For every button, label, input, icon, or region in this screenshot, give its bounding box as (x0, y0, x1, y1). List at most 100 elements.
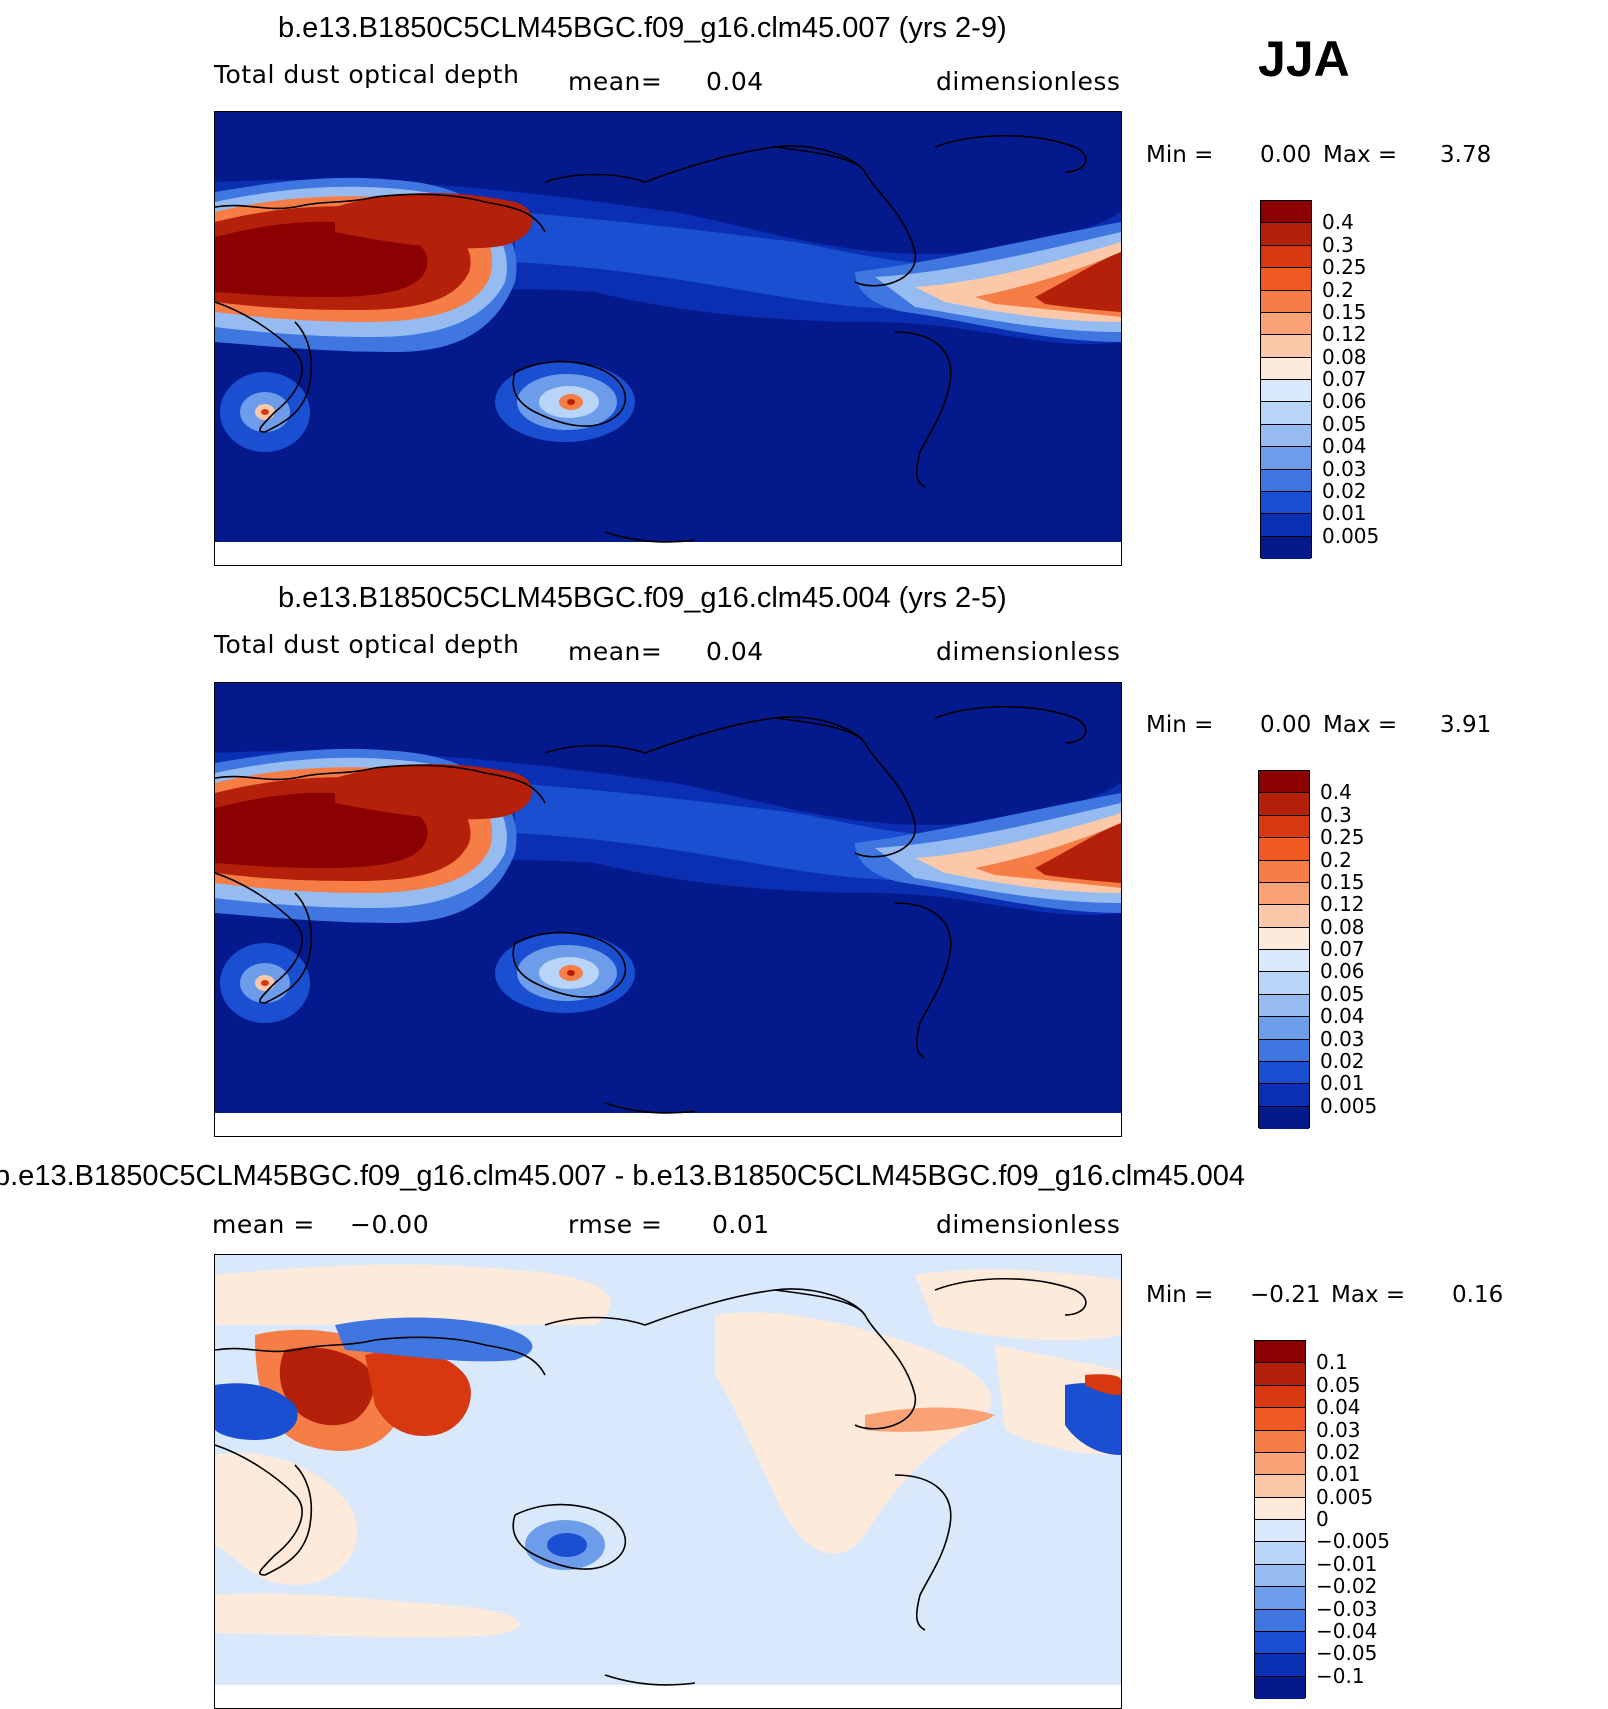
colorbar-swatch (1255, 1631, 1305, 1655)
panel1-max-value: 3.78 (1440, 142, 1492, 168)
colorbar-label: 0.01 (1322, 501, 1367, 526)
colorbar-swatch (1261, 335, 1311, 358)
colorbar-label: 0.02 (1316, 1439, 1361, 1464)
colorbar-swatch (1261, 357, 1311, 380)
season-label: JJA (1258, 31, 1350, 87)
colorbar-swatch (1255, 1363, 1305, 1386)
panel3-max-label: Max = (1331, 1282, 1406, 1308)
colorbar-swatch (1259, 972, 1309, 995)
colorbar-label: 0.25 (1320, 825, 1365, 850)
colorbar-swatch (1259, 950, 1309, 973)
panel3-colorbar-labels: 0.1 0.05 0.04 0.03 0.02 0.01 0.005 0 −0.005 −0.01… (1316, 1340, 1406, 1698)
colorbar-swatch (1255, 1408, 1305, 1431)
colorbar-label: −0.03 (1316, 1596, 1378, 1621)
colorbar-label: 0.1 (1316, 1350, 1348, 1375)
colorbar-swatch (1261, 201, 1311, 224)
panel2-colorbar (1258, 770, 1310, 1129)
panel1-colorbar (1260, 200, 1312, 559)
colorbar-label: 0.02 (1322, 478, 1367, 503)
colorbar-label: 0.07 (1322, 367, 1367, 391)
panel3-rmse-label: rmse = (568, 1210, 663, 1239)
colorbar-swatch (1261, 223, 1311, 246)
panel1-map (214, 111, 1122, 566)
colorbar-swatch (1255, 1385, 1305, 1409)
colorbar-label: −0.1 (1316, 1663, 1365, 1688)
panel1-min-label: Min = (1146, 142, 1214, 168)
panel3-mean-label: mean = (212, 1210, 315, 1239)
colorbar-swatch (1261, 514, 1311, 537)
colorbar-label: 0 (1316, 1507, 1329, 1531)
panel2-max-value: 3.91 (1440, 712, 1492, 738)
colorbar-label: 0.01 (1320, 1071, 1365, 1096)
colorbar-label: −0.02 (1316, 1574, 1378, 1599)
panel2-units: dimensionless (936, 637, 1121, 666)
colorbar-swatch (1255, 1497, 1305, 1520)
colorbar-swatch (1259, 771, 1309, 794)
colorbar-swatch (1259, 860, 1309, 883)
colorbar-swatch (1261, 268, 1311, 291)
colorbar-label: 0.2 (1322, 277, 1354, 302)
colorbar-swatch (1255, 1430, 1305, 1453)
colorbar-label: 0.4 (1322, 210, 1354, 235)
colorbar-swatch (1261, 312, 1311, 336)
colorbar-label: 0.01 (1316, 1462, 1361, 1487)
panel1-variable: Total dust optical depth (214, 60, 520, 89)
panel1-mean-value: 0.04 (706, 67, 764, 96)
colorbar-label: 0.06 (1320, 959, 1365, 984)
colorbar-label: 0.15 (1320, 869, 1365, 894)
colorbar-label: 0.04 (1320, 1004, 1365, 1029)
colorbar-label: 0.02 (1320, 1048, 1365, 1073)
colorbar-label: 0.08 (1322, 344, 1367, 369)
colorbar-swatch (1255, 1654, 1305, 1677)
colorbar-swatch (1259, 838, 1309, 861)
colorbar-swatch (1259, 793, 1309, 816)
panel3-colorbar (1254, 1340, 1306, 1699)
colorbar-label: 0.005 (1320, 1093, 1378, 1118)
panel3-mean-value: −0.00 (350, 1210, 430, 1239)
colorbar-swatch (1261, 290, 1311, 313)
colorbar-swatch (1255, 1564, 1305, 1588)
colorbar-label: 0.03 (1320, 1026, 1365, 1051)
colorbar-swatch (1261, 402, 1311, 425)
panel3-min-label: Min = (1146, 1282, 1214, 1308)
colorbar-swatch (1259, 905, 1309, 928)
colorbar-swatch (1261, 536, 1311, 559)
colorbar-label: 0.4 (1320, 780, 1352, 805)
panel2-mean-value: 0.04 (706, 637, 764, 666)
panel1-colorbar-labels: 0.4 0.3 0.25 0.2 0.15 0.12 0.08 0.07 0.06 0.05 0.0… (1322, 200, 1402, 558)
colorbar-swatch (1261, 491, 1311, 515)
colorbar-label: 0.05 (1322, 411, 1367, 436)
panel1-min-value: 0.00 (1260, 142, 1312, 168)
colorbar-label: 0.25 (1322, 255, 1367, 280)
colorbar-label: 0.07 (1320, 937, 1365, 961)
colorbar-label: 0.3 (1322, 232, 1354, 257)
panel3-min-value: −0.21 (1250, 1282, 1321, 1308)
colorbar-label: 0.12 (1322, 322, 1367, 347)
colorbar-label: 0.12 (1320, 892, 1365, 917)
colorbar-label: −0.04 (1316, 1618, 1378, 1643)
panel3-max-value: 0.16 (1452, 1282, 1504, 1308)
colorbar-label: 0.15 (1322, 299, 1367, 324)
panel3-units: dimensionless (936, 1210, 1121, 1239)
panel2-min-label: Min = (1146, 712, 1214, 738)
colorbar-swatch (1255, 1520, 1305, 1543)
panel2-variable: Total dust optical depth (214, 630, 520, 659)
panel3-map (214, 1254, 1122, 1709)
colorbar-label: 0.04 (1322, 434, 1367, 459)
colorbar-swatch (1261, 447, 1311, 470)
colorbar-swatch (1259, 1084, 1309, 1107)
colorbar-label: 0.04 (1316, 1395, 1361, 1420)
panel2-min-value: 0.00 (1260, 712, 1312, 738)
colorbar-swatch (1259, 1039, 1309, 1062)
colorbar-label: 0.05 (1316, 1372, 1361, 1397)
colorbar-label: 0.03 (1322, 456, 1367, 481)
panel3-rmse-value: 0.01 (712, 1210, 770, 1239)
colorbar-swatch (1255, 1676, 1305, 1699)
panel2-map (214, 682, 1122, 1137)
colorbar-swatch (1255, 1452, 1305, 1476)
colorbar-swatch (1259, 1061, 1309, 1085)
colorbar-label: 0.05 (1320, 981, 1365, 1006)
colorbar-label: 0.005 (1316, 1484, 1374, 1509)
panel1-units: dimensionless (936, 67, 1121, 96)
colorbar-label: 0.06 (1322, 389, 1367, 414)
